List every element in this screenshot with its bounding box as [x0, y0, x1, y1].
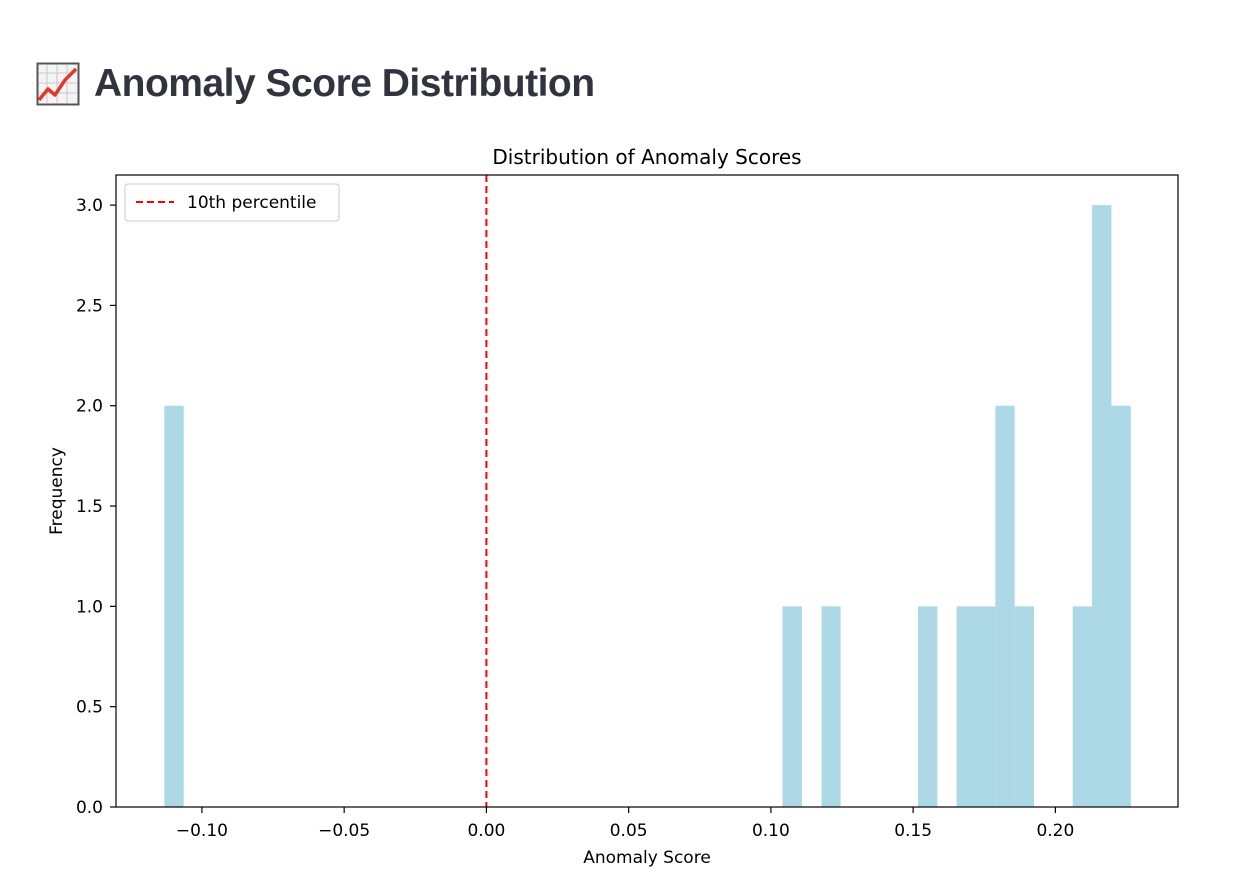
y-tick-label: 0.5 [76, 698, 103, 718]
histogram-bar [917, 606, 938, 807]
legend: 10th percentile [124, 183, 340, 222]
histogram-bar [164, 405, 184, 807]
y-tick-label: 2.5 [76, 296, 103, 316]
x-tick-label: 0.10 [752, 821, 790, 841]
page-title: Anomaly Score Distribution [94, 62, 595, 105]
histogram-bar [995, 405, 1015, 807]
histogram-bar [1111, 405, 1131, 807]
x-tick-label: 0.20 [1036, 821, 1074, 841]
histogram-bar [782, 606, 802, 807]
y-axis-label: Frequency [47, 447, 67, 535]
x-tick-label: −0.10 [176, 821, 228, 841]
x-tick-label: 0.15 [894, 821, 932, 841]
histogram-bar [1092, 205, 1112, 808]
histogram-chart: −0.10 −0.05 0.00 0.05 0.10 0.15 0.20 0.0 0.5 1.0… [47, 145, 1179, 868]
histogram-bar [821, 606, 841, 807]
y-axis-ticks: 0.0 0.5 1.0 1.5 2.0 2.5 3.0 [76, 196, 116, 818]
x-axis-ticks: −0.10 −0.05 0.00 0.05 0.10 0.15 0.20 [176, 807, 1074, 841]
y-tick-label: 1.5 [76, 497, 103, 517]
chart-increasing-icon [36, 62, 80, 106]
y-tick-label: 1.0 [76, 597, 103, 617]
histogram-bar [1014, 606, 1035, 807]
histogram-bar [1072, 606, 1093, 807]
x-tick-label: 0.05 [610, 821, 648, 841]
x-tick-label: −0.05 [318, 821, 370, 841]
y-tick-label: 0.0 [76, 798, 103, 818]
histogram-bar [976, 606, 996, 807]
histogram-bars [164, 205, 1131, 808]
histogram-bar [956, 606, 977, 807]
y-tick-label: 2.0 [76, 397, 103, 417]
legend-box [124, 183, 340, 222]
plot-area-frame [115, 174, 1179, 808]
legend-label-percentile: 10th percentile [187, 193, 317, 213]
x-tick-label: 0.00 [467, 821, 505, 841]
y-tick-label: 3.0 [76, 196, 103, 216]
page-header: Anomaly Score Distribution [36, 58, 595, 110]
chart-title: Distribution of Anomaly Scores [492, 145, 801, 169]
x-axis-label: Anomaly Score [583, 848, 711, 868]
